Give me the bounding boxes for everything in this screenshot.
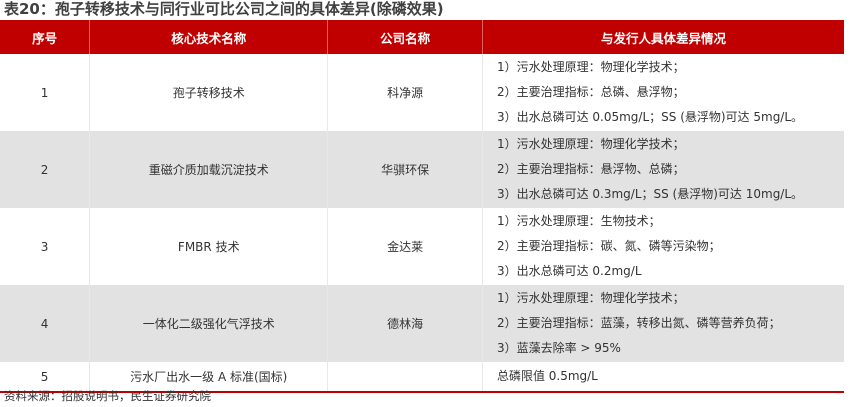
diff-line: 2）主要治理指标：蓝藻，转移出氮、磷等营养负荷；	[496, 316, 781, 330]
cell-diff: 1）污水处理原理：物理化学技术； 2）主要治理指标：悬浮物、总磷； 3）出水总磷可达…	[481, 131, 844, 208]
diff-line: 1）污水处理原理：物理化学技术；	[496, 137, 685, 151]
table-row: 5 污水厂出水一级 A 标准(国标) 总磷限值 0.5mg/L	[0, 362, 844, 393]
diff-line: 2）主要治理指标：碳、氮、磷等污染物；	[496, 239, 721, 253]
cell-company: 科净源	[327, 54, 483, 131]
cell-tech: FMBR 技术	[89, 208, 328, 285]
table-row: 4 一体化二级强化气浮技术 德林海 1）污水处理原理：物理化学技术； 2）主要治理指标：…	[0, 285, 844, 362]
cell-tech: 孢子转移技术	[89, 54, 328, 131]
diff-line: 2）主要治理指标：总磷、悬浮物；	[496, 85, 685, 99]
diff-line: 1）污水处理原理：物理化学技术；	[496, 60, 685, 74]
diff-line: 3）出水总磷可达 0.3mg/L；SS (悬浮物)可达 10mg/L。	[496, 187, 804, 201]
comparison-table: 序号 核心技术名称 公司名称 与发行人具体差异情况 1 孢子转移技术 科净源 1）污水处理原…	[0, 20, 844, 393]
diff-line: 3）蓝藻去除率 > 95%	[496, 341, 621, 355]
diff-line: 1）污水处理原理：物理化学技术；	[496, 291, 685, 305]
cell-tech: 污水厂出水一级 A 标准(国标)	[89, 362, 328, 393]
cell-tech: 一体化二级强化气浮技术	[89, 285, 328, 362]
column-header: 与发行人具体差异情况	[481, 20, 844, 54]
cell-diff: 1）污水处理原理：生物技术； 2）主要治理指标：碳、氮、磷等污染物； 3）出水总磷可…	[481, 208, 844, 285]
table-title: 表20：孢子转移技术与同行业可比公司之间的具体差异(除磷效果)	[4, 0, 444, 18]
diff-line: 3）出水总磷可达 0.2mg/L	[496, 264, 642, 278]
cell-company	[327, 362, 483, 393]
cell-no: 2	[0, 131, 90, 208]
column-header: 核心技术名称	[89, 20, 328, 54]
table-row: 3 FMBR 技术 金达莱 1）污水处理原理：生物技术； 2）主要治理指标：碳、氮、磷等…	[0, 208, 844, 285]
diff-line: 2）主要治理指标：悬浮物、总磷；	[496, 162, 685, 176]
cell-tech: 重磁介质加载沉淀技术	[89, 131, 328, 208]
cell-no: 3	[40, 239, 49, 254]
cell-no: 5	[0, 362, 90, 393]
source-note: 资料来源：招股说明书，民生证券研究院	[4, 389, 211, 403]
cell-diff: 总磷限值 0.5mg/L	[481, 362, 844, 393]
table-row: 2 重磁介质加载沉淀技术 华骐环保 1）污水处理原理：物理化学技术； 2）主要治理指标：…	[0, 131, 844, 208]
cell-company: 德林海	[327, 285, 483, 362]
cell-diff: 1）污水处理原理：物理化学技术； 2）主要治理指标：蓝藻，转移出氮、磷等营养负荷；…	[481, 285, 844, 362]
diff-line: 3）出水总磷可达 0.05mg/L；SS (悬浮物)可达 5mg/L。	[496, 110, 804, 124]
column-header: 序号	[0, 20, 90, 54]
cell-diff: 1）污水处理原理：物理化学技术； 2）主要治理指标：总磷、悬浮物； 3）出水总磷可达…	[481, 54, 844, 131]
cell-no: 1	[40, 85, 49, 100]
diff-line: 总磷限值 0.5mg/L	[496, 369, 598, 383]
cell-company: 华骐环保	[327, 131, 483, 208]
table-row: 1 孢子转移技术 科净源 1）污水处理原理：物理化学技术； 2）主要治理指标：总磷、悬浮…	[0, 54, 844, 131]
cell-company: 金达莱	[327, 208, 483, 285]
diff-line: 1）污水处理原理：生物技术；	[496, 214, 661, 228]
column-header: 公司名称	[327, 20, 483, 54]
cell-no: 4	[0, 285, 90, 362]
